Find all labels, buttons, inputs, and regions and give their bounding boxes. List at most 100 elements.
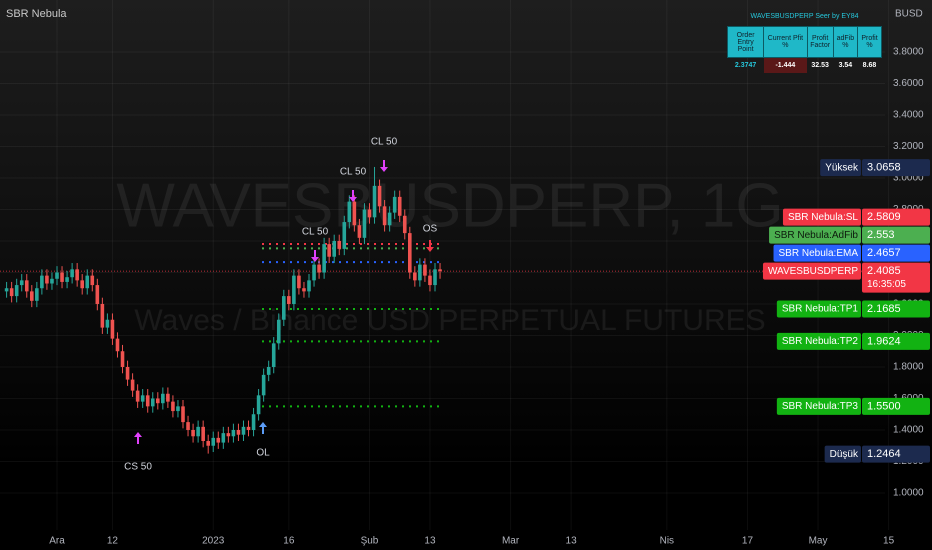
tag-label: SBR Nebula:SL xyxy=(788,212,858,223)
header-cell: Order Entry Point xyxy=(726,26,765,58)
candle-body xyxy=(125,366,130,380)
stats-table: WAVESBUSDPERP Seer by EY84 Order Entry P… xyxy=(726,13,883,73)
data-row: 2.3747 -1.444 32.53 3.54 8.68 xyxy=(728,57,882,73)
candle-body xyxy=(186,422,190,430)
annotation-label: CL 50 xyxy=(340,167,367,178)
candle-body xyxy=(261,374,266,396)
candle-body xyxy=(30,291,34,301)
tag-value: 2.553 xyxy=(867,229,895,241)
candle-body xyxy=(397,196,402,216)
x-tick-label: May xyxy=(809,536,828,547)
cell: -1.444 xyxy=(763,57,808,73)
candle-body xyxy=(352,201,357,226)
candle-body xyxy=(100,303,105,328)
candle-body xyxy=(171,401,175,412)
tag-label: SBR Nebula:TP3 xyxy=(782,401,859,412)
candle-body xyxy=(408,233,412,273)
candle-body xyxy=(120,351,125,367)
x-tick-label: Ara xyxy=(49,536,65,547)
candle-body xyxy=(367,209,372,218)
tag-label: Düşük xyxy=(830,449,859,460)
candle-body xyxy=(362,209,367,238)
tag-time: 16:35:05 xyxy=(867,279,906,290)
candle-body xyxy=(191,429,195,437)
tag-value-box xyxy=(862,208,930,226)
y-tick-label: 3.8000 xyxy=(893,47,924,58)
candle-body xyxy=(271,343,276,367)
cell: 3.54 xyxy=(838,62,853,69)
candle-body xyxy=(140,395,145,402)
watermark-title: WAVESBUSDPERP, 1G xyxy=(116,171,783,240)
candle-body xyxy=(35,288,39,301)
cell: 2.3747 xyxy=(734,62,757,69)
candle-body xyxy=(55,272,59,279)
candle-body xyxy=(95,285,100,304)
tag-value: 2.4657 xyxy=(867,247,901,259)
indicator-name: SBR Nebula xyxy=(6,8,67,20)
candle-body xyxy=(337,240,342,249)
annotation-label: CL 50 xyxy=(302,227,329,238)
candle-body xyxy=(40,275,44,289)
watermark-subtitle: Waves / Binance USD PERPETUAL FUTURES xyxy=(134,304,765,337)
tag-value-box xyxy=(862,244,930,262)
tag-value-box xyxy=(862,397,930,415)
x-tick-label: 13 xyxy=(566,536,578,547)
header-cell: adFib % xyxy=(832,26,858,58)
y-tick-label: 3.2000 xyxy=(893,141,924,152)
price-tag: Düşük 1.2464 xyxy=(824,445,930,463)
candle-body xyxy=(60,272,64,282)
candle-body xyxy=(292,275,296,304)
candle-body xyxy=(266,366,271,375)
candle-body xyxy=(216,437,221,443)
y-tick-label: 1.0000 xyxy=(893,488,924,499)
candle-body xyxy=(428,275,432,286)
candle-body xyxy=(105,319,110,328)
candle-body xyxy=(161,393,165,404)
candle-body xyxy=(327,244,331,257)
tag-label-box xyxy=(762,262,861,280)
candle-body xyxy=(65,277,69,282)
tag-label-box xyxy=(782,208,861,226)
y-tick-label: 1.4000 xyxy=(893,425,924,436)
tag-label: Yüksek xyxy=(825,162,859,173)
tag-value: 2.4085 xyxy=(867,265,901,277)
tag-label-box xyxy=(769,226,861,244)
signal-arrow xyxy=(311,250,319,262)
candle-body xyxy=(377,185,382,207)
candle-body xyxy=(145,395,150,407)
candle-body xyxy=(438,269,442,272)
x-tick-label: 15 xyxy=(883,536,895,547)
signal-arrow xyxy=(349,190,357,202)
candle-body xyxy=(231,429,236,437)
annotation-label: CL 50 xyxy=(371,137,398,148)
candle-body xyxy=(110,319,115,339)
y-tick-label: 3.4000 xyxy=(893,110,924,121)
x-tick-label: Şub xyxy=(361,536,379,547)
candle-body xyxy=(312,264,316,281)
x-tick-label: 16 xyxy=(283,536,295,547)
candle-body xyxy=(402,215,407,234)
candle-body xyxy=(135,390,140,402)
price-tag: WAVESBUSDPERP 2.4085 16:35:05 xyxy=(762,262,930,293)
tag-value: 1.5500 xyxy=(867,400,901,412)
candle-body xyxy=(90,275,95,286)
candle-body xyxy=(196,426,200,437)
x-tick-label: Nis xyxy=(660,536,674,547)
cell: 8.68 xyxy=(862,62,877,69)
signal-arrow xyxy=(134,432,142,444)
price-tag: SBR Nebula:TP2 1.9624 xyxy=(776,332,930,350)
candle-body xyxy=(150,398,155,407)
tag-label-box xyxy=(824,445,861,463)
price-tag: SBR Nebula:TP3 1.5500 xyxy=(776,397,930,415)
tag-label: SBR Nebula:AdFib xyxy=(774,230,858,241)
candle-body xyxy=(14,285,19,297)
candle-body xyxy=(413,272,417,281)
tag-value: 1.2464 xyxy=(867,448,901,460)
tag-value-box xyxy=(862,159,930,177)
tag-value: 3.0658 xyxy=(867,162,901,174)
annotation-label: OL xyxy=(256,448,270,459)
annotation-label: CS 50 xyxy=(124,462,152,473)
candle-body xyxy=(70,269,74,278)
candle-body xyxy=(80,280,84,289)
